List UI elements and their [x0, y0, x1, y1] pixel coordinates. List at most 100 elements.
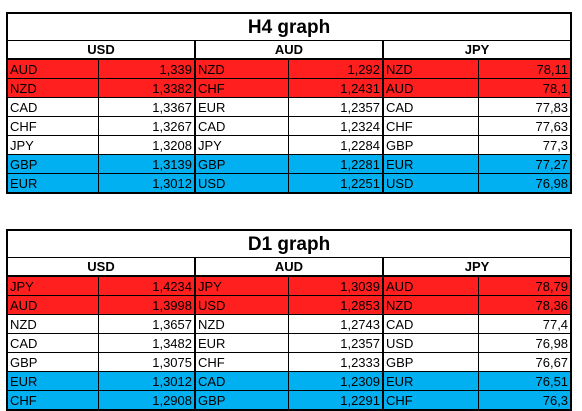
currency-symbol-cell: CHF [383, 116, 479, 136]
currency-symbol-cell: NZD [383, 295, 479, 315]
currency-symbol-cell: AUD [7, 295, 99, 315]
table-row: NZD 1,3382 CHF 1,2431 AUD 78,1 [7, 78, 572, 98]
table-row: JPY 1,3208 JPY 1,2284 GBP 77,3 [7, 135, 572, 155]
currency-symbol-cell: EUR [195, 333, 289, 353]
table-row: GBP 1,3075 CHF 1,2333 GBP 76,67 [7, 352, 572, 372]
rate-value-cell: 1,2291 [288, 390, 384, 410]
rate-value-cell: 77,4 [478, 314, 572, 334]
currency-symbol-cell: GBP [7, 352, 99, 372]
table-row: AUD 1,3998 USD 1,2853 NZD 78,36 [7, 295, 572, 315]
currency-symbol-cell: EUR [7, 371, 99, 391]
currency-symbol-cell: GBP [383, 352, 479, 372]
header-usd: USD [7, 257, 196, 277]
currency-symbol-cell: CAD [195, 371, 289, 391]
currency-symbol-cell: GBP [7, 154, 99, 174]
currency-symbol-cell: JPY [195, 135, 289, 155]
table-row: CHF 1,3267 CAD 1,2324 CHF 77,63 [7, 116, 572, 136]
header-row: USD AUD JPY [7, 257, 572, 277]
rate-value-cell: 1,2357 [288, 333, 384, 353]
header-aud: AUD [195, 257, 384, 277]
rate-value-cell: 1,2284 [288, 135, 384, 155]
currency-symbol-cell: NZD [195, 314, 289, 334]
table-row: NZD 1,3657 NZD 1,2743 CAD 77,4 [7, 314, 572, 334]
rate-value-cell: 78,79 [478, 276, 572, 296]
rate-value-cell: 1,3998 [98, 295, 196, 315]
currency-symbol-cell: CHF [7, 116, 99, 136]
currency-symbol-cell: CHF [7, 390, 99, 410]
currency-symbol-cell: EUR [383, 154, 479, 174]
rate-value-cell: 77,27 [478, 154, 572, 174]
table-title-row: H4 graph [7, 13, 572, 41]
currency-symbol-cell: CHF [195, 352, 289, 372]
rate-value-cell: 1,2357 [288, 97, 384, 117]
table-row: JPY 1,4234 JPY 1,3039 AUD 78,79 [7, 276, 572, 296]
currency-symbol-cell: CAD [383, 97, 479, 117]
table-title: D1 graph [7, 230, 572, 258]
rate-value-cell: 1,2309 [288, 371, 384, 391]
rate-value-cell: 76,67 [478, 352, 572, 372]
d1-graph-table: D1 graph USD AUD JPY JPY 1,4234 JPY 1,3039 A… [6, 229, 573, 411]
d1-table-body: D1 graph USD AUD JPY JPY 1,4234 JPY 1,3039 A… [7, 230, 572, 410]
rate-value-cell: 1,3012 [98, 371, 196, 391]
rate-value-cell: 1,3039 [288, 276, 384, 296]
rate-value-cell: 1,292 [288, 59, 384, 79]
rate-value-cell: 1,3075 [98, 352, 196, 372]
rate-value-cell: 1,3482 [98, 333, 196, 353]
table-title: H4 graph [7, 13, 572, 41]
currency-symbol-cell: EUR [7, 173, 99, 193]
rate-value-cell: 78,1 [478, 78, 572, 98]
rate-value-cell: 1,2281 [288, 154, 384, 174]
table-row: EUR 1,3012 USD 1,2251 USD 76,98 [7, 173, 572, 193]
rate-value-cell: 76,98 [478, 333, 572, 353]
header-row: USD AUD JPY [7, 40, 572, 60]
rate-value-cell: 1,339 [98, 59, 196, 79]
rate-value-cell: 78,11 [478, 59, 572, 79]
currency-symbol-cell: NZD [7, 314, 99, 334]
rate-value-cell: 1,2251 [288, 173, 384, 193]
rate-value-cell: 1,2333 [288, 352, 384, 372]
rate-value-cell: 1,2324 [288, 116, 384, 136]
rate-value-cell: 1,3208 [98, 135, 196, 155]
rate-value-cell: 1,3367 [98, 97, 196, 117]
header-aud: AUD [195, 40, 384, 60]
rate-value-cell: 77,3 [478, 135, 572, 155]
table-title-row: D1 graph [7, 230, 572, 258]
header-usd: USD [7, 40, 196, 60]
table-row: CHF 1,2908 GBP 1,2291 CHF 76,3 [7, 390, 572, 410]
currency-symbol-cell: AUD [383, 78, 479, 98]
currency-symbol-cell: NZD [383, 59, 479, 79]
currency-symbol-cell: EUR [195, 97, 289, 117]
table-row: AUD 1,339 NZD 1,292 NZD 78,11 [7, 59, 572, 79]
rate-value-cell: 76,3 [478, 390, 572, 410]
currency-symbol-cell: CAD [383, 314, 479, 334]
currency-symbol-cell: JPY [7, 276, 99, 296]
rate-value-cell: 1,3139 [98, 154, 196, 174]
currency-symbol-cell: NZD [7, 78, 99, 98]
rate-value-cell: 1,3382 [98, 78, 196, 98]
rate-value-cell: 1,4234 [98, 276, 196, 296]
table-row: CAD 1,3367 EUR 1,2357 CAD 77,83 [7, 97, 572, 117]
header-jpy: JPY [383, 40, 572, 60]
currency-symbol-cell: JPY [195, 276, 289, 296]
currency-symbol-cell: GBP [195, 154, 289, 174]
rate-value-cell: 1,2743 [288, 314, 384, 334]
currency-symbol-cell: USD [195, 295, 289, 315]
currency-symbol-cell: NZD [195, 59, 289, 79]
rate-value-cell: 76,51 [478, 371, 572, 391]
currency-symbol-cell: USD [195, 173, 289, 193]
header-jpy: JPY [383, 257, 572, 277]
rate-value-cell: 76,98 [478, 173, 572, 193]
currency-symbol-cell: EUR [383, 371, 479, 391]
table-row: EUR 1,3012 CAD 1,2309 EUR 76,51 [7, 371, 572, 391]
rate-value-cell: 1,3657 [98, 314, 196, 334]
currency-symbol-cell: CAD [195, 116, 289, 136]
rate-value-cell: 78,36 [478, 295, 572, 315]
rate-value-cell: 1,3267 [98, 116, 196, 136]
currency-symbol-cell: CHF [383, 390, 479, 410]
table-row: CAD 1,3482 EUR 1,2357 USD 76,98 [7, 333, 572, 353]
rate-value-cell: 77,63 [478, 116, 572, 136]
currency-symbol-cell: USD [383, 173, 479, 193]
currency-symbol-cell: AUD [383, 276, 479, 296]
currency-symbol-cell: CHF [195, 78, 289, 98]
currency-symbol-cell: CAD [7, 333, 99, 353]
